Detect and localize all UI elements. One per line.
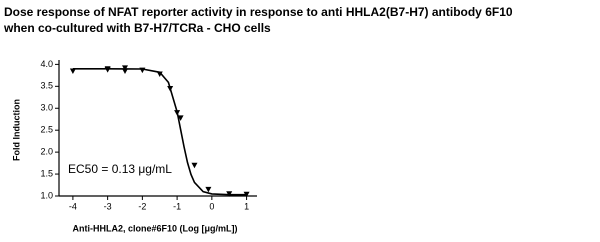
- x-tick-label: -4: [69, 201, 77, 211]
- x-tick-label: -3: [104, 201, 112, 211]
- chart-title: when co-cultured with B7-H7/TCRa - CHO c…: [3, 21, 271, 35]
- data-point: [156, 71, 163, 78]
- y-tick-label: 3.0: [40, 103, 53, 113]
- y-axis-label: Fold Induction: [11, 99, 21, 161]
- x-tick-label: -1: [173, 201, 181, 211]
- data-point: [122, 68, 128, 74]
- data-point: [174, 110, 181, 116]
- fit-curve: [72, 67, 247, 196]
- data-point: [205, 186, 212, 193]
- data-point: [226, 191, 233, 197]
- y-tick-label: 3.5: [40, 81, 53, 91]
- y-tick-label: 1.5: [40, 168, 53, 178]
- x-tick-label: 1: [244, 201, 249, 211]
- data-point: [167, 86, 174, 92]
- y-tick-label: 2.5: [40, 125, 53, 135]
- y-tick-label: 2.0: [40, 147, 53, 157]
- x-tick-label: 0: [209, 201, 214, 211]
- y-tick-label: 4.0: [40, 59, 53, 69]
- data-point: [104, 66, 111, 72]
- x-axis-label: Anti-HHLA2, clone#6F10 (Log [μg/mL]): [72, 223, 237, 233]
- y-tick-label: 1.0: [40, 190, 53, 200]
- x-tick-label: -2: [138, 201, 146, 211]
- data-point: [243, 191, 250, 198]
- data-point: [177, 115, 184, 121]
- data-point: [191, 162, 198, 169]
- data-point: [69, 68, 76, 74]
- data-point: [122, 65, 128, 71]
- chart-title: Dose response of NFAT reporter activity …: [4, 5, 513, 19]
- data-point: [139, 67, 146, 74]
- annotation: EC50 = 0.13 μg/mL: [68, 162, 172, 176]
